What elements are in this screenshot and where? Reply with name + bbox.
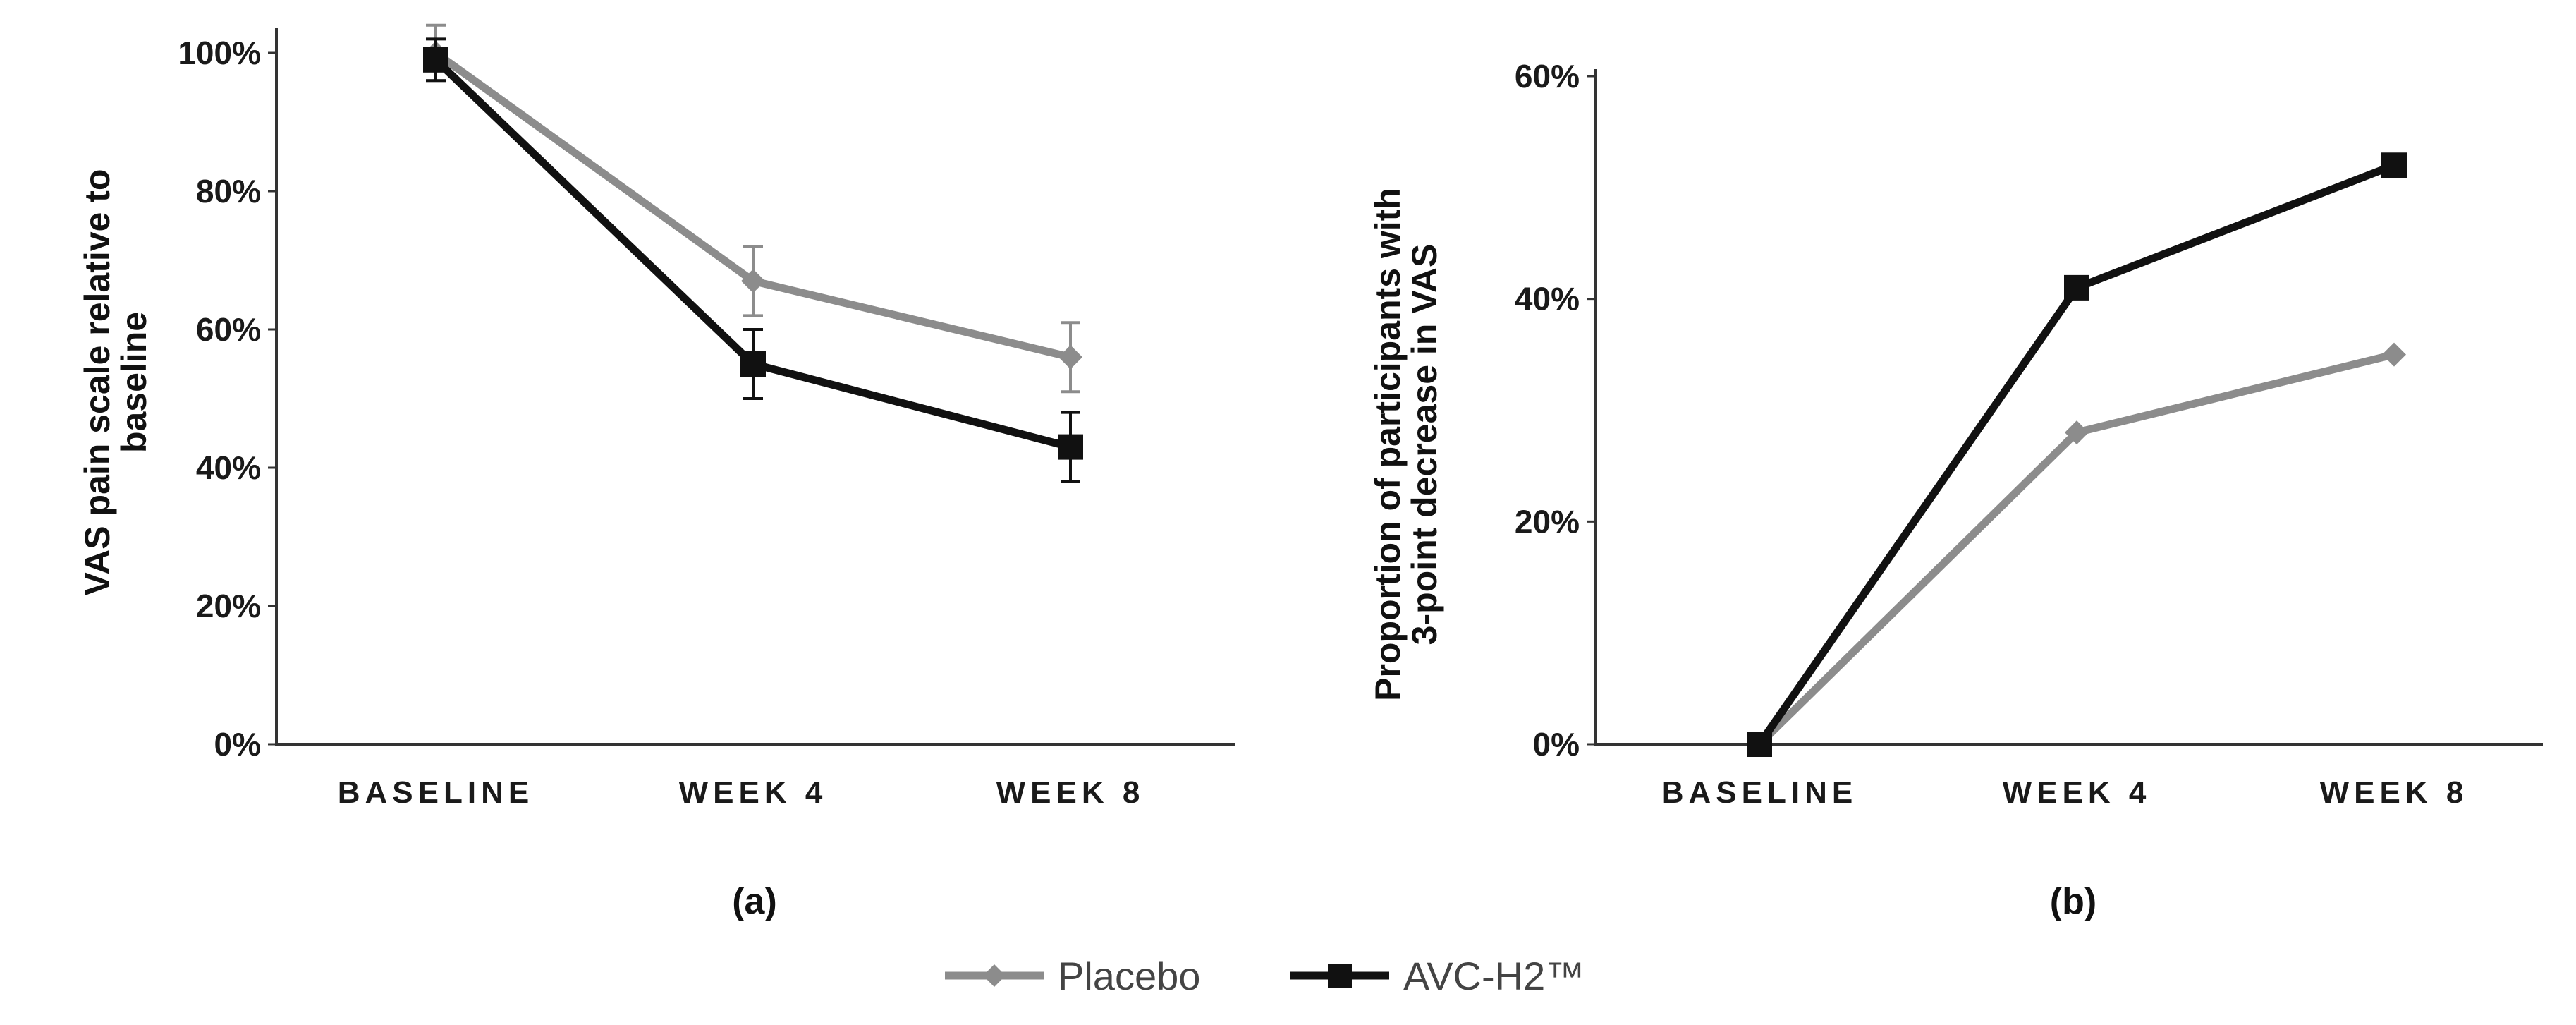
- series-placebo: [1747, 342, 2406, 756]
- y-axis-title: Proportion of participants with3-point d…: [1368, 188, 1444, 701]
- series-line: [1755, 351, 2398, 748]
- y-axis-title-line: baseline: [114, 312, 154, 453]
- data-point-marker: [740, 351, 766, 377]
- panel-label: (a): [732, 881, 777, 922]
- y-axis-title-line: VAS pain scale relative to: [78, 169, 117, 596]
- data-point-marker: [2381, 152, 2407, 178]
- y-tick-label: 0%: [1533, 726, 1580, 763]
- panel-label: (b): [2050, 881, 2096, 922]
- legend-item-placebo: Placebo: [945, 954, 1200, 998]
- data-point-marker: [1747, 732, 1772, 757]
- legend-item-avc-h2: AVC-H2™: [1290, 954, 1585, 998]
- y-axis-title: VAS pain scale relative tobaseline: [78, 169, 154, 596]
- y-tick-label: 60%: [196, 311, 261, 348]
- y-axis-title-line: 3-point decrease in VAS: [1405, 244, 1444, 645]
- y-tick-label: 80%: [196, 173, 261, 210]
- x-tick-label-week-4: WEEK 4: [2003, 775, 2151, 810]
- legend-avc-h2-label: AVC-H2™: [1403, 954, 1585, 998]
- y-tick-label: 20%: [1515, 503, 1580, 540]
- data-point-marker: [741, 269, 765, 293]
- chart-panel-b: 0% 20% 40% 60% BASELINE WEEK 4 WEEK 8 Proportio…: [1368, 58, 2543, 922]
- data-point-marker: [1058, 345, 1082, 370]
- data-point-marker: [423, 47, 448, 73]
- x-tick-label-week-8: WEEK 8: [2320, 775, 2469, 810]
- data-point-marker: [2065, 420, 2089, 445]
- series-avc-h2: [1747, 152, 2407, 757]
- data-point-marker: [1058, 434, 1083, 460]
- legend-placebo-label: Placebo: [1058, 954, 1200, 998]
- y-tick-label: 40%: [1515, 281, 1580, 317]
- legend: Placebo AVC-H2™: [945, 954, 1585, 998]
- y-tick-label: 100%: [178, 35, 261, 71]
- x-tick-label-baseline: BASELINE: [338, 775, 534, 810]
- x-tick-label-baseline: BASELINE: [1661, 775, 1857, 810]
- x-tick-label-week-4: WEEK 4: [679, 775, 828, 810]
- y-axis-title-line: Proportion of participants with: [1368, 188, 1408, 701]
- y-tick-label: 60%: [1515, 58, 1580, 95]
- data-point-marker: [2382, 342, 2406, 367]
- series-line: [1755, 161, 2398, 748]
- y-tick-label: 40%: [196, 449, 261, 486]
- legend-avc-h2-marker: [1328, 964, 1352, 988]
- legend-placebo-marker: [983, 964, 1006, 987]
- y-tick-label: 20%: [196, 588, 261, 624]
- series-avc-h2: [423, 37, 1083, 483]
- y-tick-label: 0%: [214, 726, 261, 763]
- chart-panel-a: 0% 20% 40% 60% 80% 100% BASELINE WEEK 4 WEEK 8 VA…: [78, 23, 1235, 922]
- x-tick-label-week-8: WEEK 8: [996, 775, 1145, 810]
- data-point-marker: [2064, 274, 2089, 301]
